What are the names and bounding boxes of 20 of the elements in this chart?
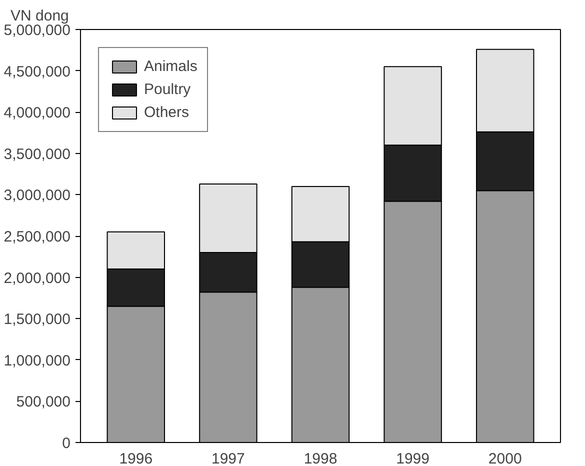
y-tick-label: 1,500,000 — [4, 311, 71, 328]
y-axis-title: VN dong — [10, 8, 69, 24]
y-tick-label: 2,500,000 — [4, 228, 71, 246]
y-tick-label: 4,000,000 — [4, 104, 71, 122]
y-tick-label: 5,000,000 — [4, 22, 71, 39]
y-tick-label: 2,000,000 — [4, 270, 71, 287]
y-tick-label: 4,500,000 — [4, 63, 71, 80]
y-tick-label: 3,000,000 — [4, 187, 71, 204]
legend-label: Others — [144, 104, 190, 121]
x-tick-label: 1996 — [119, 450, 153, 466]
x-tick-label: 1997 — [212, 450, 245, 466]
y-tick-label: 1,000,000 — [4, 352, 71, 370]
y-tick-label: 3,500,000 — [4, 146, 71, 163]
y-tick-label: 500,000 — [16, 394, 71, 411]
y-tick-label: 0 — [62, 435, 70, 452]
x-tick-label: 1998 — [304, 450, 338, 466]
legend-label: Poultry — [144, 81, 191, 98]
x-tick-label: 2000 — [488, 450, 522, 466]
x-tick-label: 1999 — [396, 450, 430, 466]
legend-label: Animals — [144, 58, 198, 75]
